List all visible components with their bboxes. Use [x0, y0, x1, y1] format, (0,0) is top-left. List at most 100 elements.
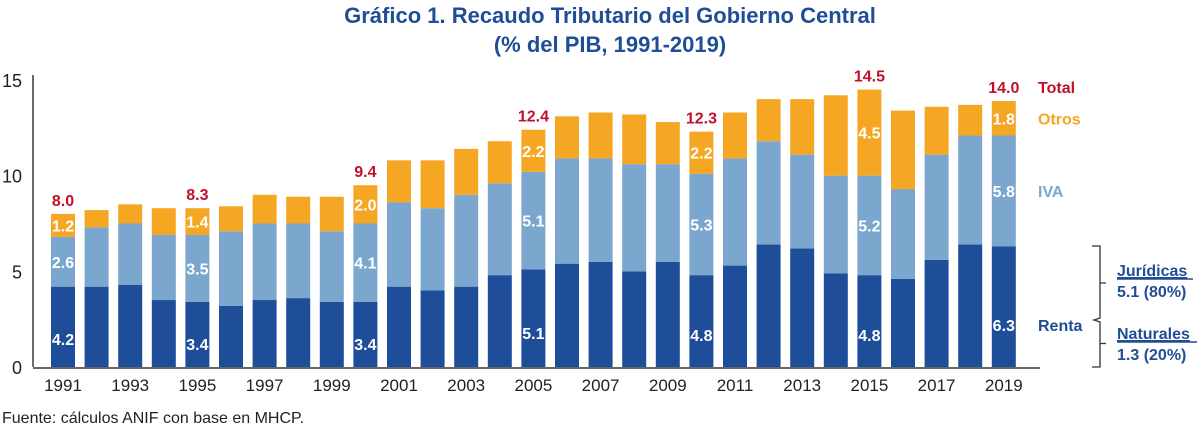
bar-segment-renta: [387, 286, 411, 367]
bar-segment-iva: [487, 183, 512, 276]
legend-iva: IVA: [1038, 184, 1064, 201]
x-tick-label: 2019: [985, 376, 1023, 395]
bar-segment-renta: [185, 301, 210, 367]
bar-segment-renta: [689, 275, 714, 367]
bar-segment-otros: [185, 208, 210, 235]
data-label-iva: 5.2: [858, 218, 880, 235]
bar-segment-iva: [286, 223, 311, 299]
bar-segment-otros: [118, 204, 143, 224]
bar-segment-otros: [555, 116, 579, 159]
data-label-renta: 6.3: [993, 318, 1015, 335]
data-label-otros: 4.5: [858, 126, 880, 143]
bar-segment-otros: [723, 112, 747, 159]
bar-segment-renta: [487, 275, 512, 367]
bar-segment-otros: [319, 196, 344, 232]
x-tick-label: 1991: [44, 376, 82, 395]
x-tick-label: 2017: [918, 376, 956, 395]
bar-segment-renta: [319, 301, 344, 367]
data-label-total: 14.0: [988, 80, 1019, 97]
bar-segment-renta: [118, 284, 143, 367]
bar-segment-otros: [151, 208, 176, 235]
x-tick-label: 1999: [313, 376, 351, 395]
legend-renta: Renta: [1038, 318, 1083, 335]
bar-segment-iva: [689, 173, 714, 276]
bar-segment-otros: [924, 106, 949, 155]
bar-segment-otros: [353, 185, 378, 224]
bar-segment-iva: [588, 158, 613, 262]
bar-segment-otros: [958, 104, 983, 136]
bar-segment-iva: [319, 231, 344, 302]
x-tick-label: 2001: [380, 376, 418, 395]
bar-segment-iva: [857, 175, 882, 276]
bar-segment-renta: [353, 301, 378, 367]
data-label-iva: 4.1: [354, 256, 376, 273]
legend-total: Total: [1038, 80, 1075, 97]
bar-segment-renta: [622, 271, 647, 367]
bar-segment-otros: [689, 131, 714, 174]
bar-segment-renta: [723, 265, 747, 367]
bar-segment-otros: [823, 95, 848, 176]
bar-segment-otros: [521, 129, 546, 172]
bar-segment-renta: [790, 248, 815, 367]
bar-segment-otros: [219, 206, 243, 232]
y-tick-label: 5: [12, 262, 22, 282]
bar-segment-renta: [219, 305, 243, 367]
bar-segment-iva: [723, 158, 747, 266]
bar-segment-renta: [555, 263, 579, 367]
data-label-total: 14.5: [854, 69, 885, 86]
data-label-renta: 5.1: [522, 326, 544, 343]
bar-segment-otros: [286, 196, 311, 224]
x-tick-label: 1995: [178, 376, 216, 395]
y-tick-label: 10: [2, 167, 22, 187]
x-tick-label: 2007: [582, 376, 620, 395]
bar-segment-iva: [51, 236, 75, 287]
y-tick-label: 15: [2, 71, 22, 91]
bar-segment-iva: [958, 135, 983, 245]
data-label-iva: 3.5: [186, 261, 208, 278]
bar-segment-renta: [51, 286, 75, 367]
data-label-total: 12.3: [686, 111, 717, 128]
bar-segment-iva: [555, 158, 579, 264]
x-tick-label: 1993: [111, 376, 149, 395]
bar-segment-iva: [891, 189, 915, 279]
bar-segment-renta: [151, 300, 176, 367]
renta-bracket: [1091, 245, 1106, 368]
data-label-otros: 1.4: [186, 215, 208, 232]
bar-segment-renta: [857, 275, 882, 367]
data-label-otros: 2.0: [354, 197, 376, 214]
bar-segment-iva: [622, 164, 647, 272]
bar-segment-iva: [151, 234, 176, 301]
annotation-jurdicas: Jurídicas: [1117, 263, 1187, 280]
bar-segment-otros: [790, 99, 815, 155]
bar-segment-otros: [891, 110, 915, 190]
bar-segment-otros: [991, 101, 1016, 136]
data-label-renta: 4.8: [858, 328, 880, 345]
data-label-renta: 3.4: [354, 337, 376, 354]
data-label-otros: 1.2: [52, 218, 74, 235]
bar-segment-otros: [454, 148, 479, 195]
bar-segment-iva: [185, 234, 210, 302]
bar-segment-otros: [622, 114, 647, 165]
bar-segment-otros: [857, 89, 882, 176]
bar-segment-renta: [588, 261, 613, 367]
bar-segment-renta: [521, 269, 546, 367]
data-label-renta: 4.2: [52, 332, 74, 349]
x-tick-label: 2003: [447, 376, 485, 395]
x-tick-label: 2009: [649, 376, 687, 395]
data-label-iva: 5.3: [690, 217, 712, 234]
bar-segment-iva: [387, 202, 411, 287]
bar-segment-iva: [118, 223, 143, 285]
bar-segment-iva: [84, 227, 109, 287]
bar-segment-iva: [219, 231, 243, 306]
bar-segment-renta: [823, 273, 848, 367]
bar-segment-iva: [655, 164, 680, 262]
y-tick-label: 0: [12, 358, 22, 378]
data-label-total: 8.0: [52, 193, 74, 210]
bar-segment-iva: [823, 175, 848, 274]
bar-segment-renta: [84, 286, 109, 367]
bar-segment-renta: [454, 286, 479, 367]
bar-segment-otros: [655, 122, 680, 165]
x-tick-label: 1997: [246, 376, 284, 395]
annotation-value: 1.3 (20%): [1117, 347, 1186, 364]
